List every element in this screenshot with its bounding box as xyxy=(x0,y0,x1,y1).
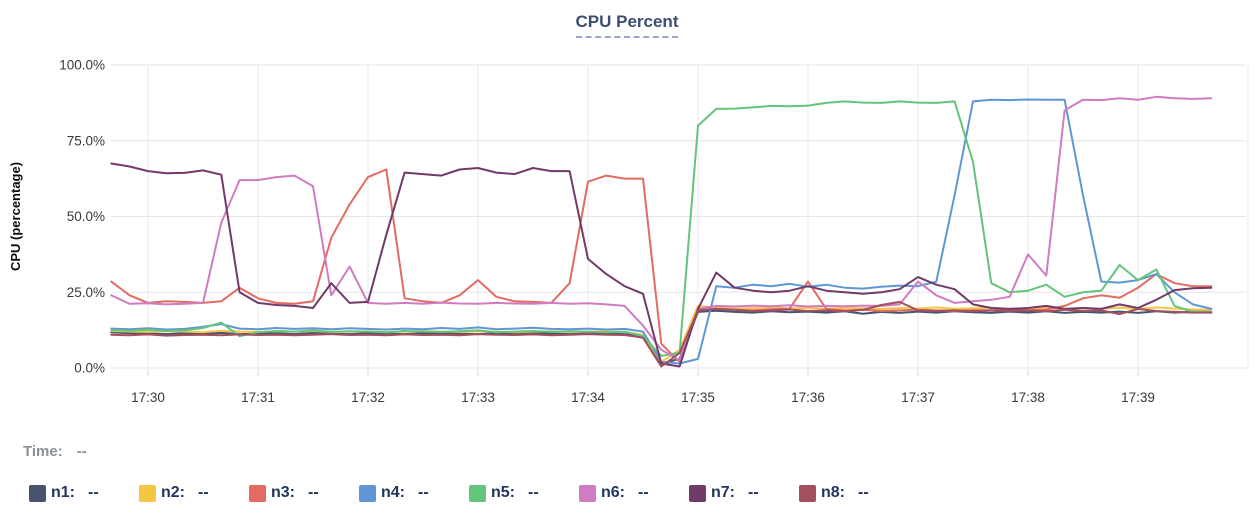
legend-value-n3: -- xyxy=(308,484,319,501)
legend-label-n4: n4: xyxy=(381,484,405,501)
x-tick-label: 17:32 xyxy=(351,390,385,405)
legend-label-n5: n5: xyxy=(491,484,515,501)
x-tick-label: 17:39 xyxy=(1121,390,1155,405)
y-tick-label: 50.0% xyxy=(67,209,105,224)
page-title[interactable]: CPU Percent xyxy=(575,12,679,38)
legend-label-n6: n6: xyxy=(601,484,625,501)
legend-value-n2: -- xyxy=(198,484,209,501)
legend-swatch-n6 xyxy=(579,484,596,502)
legend-swatch-n2 xyxy=(139,484,156,502)
legend-swatch-n7 xyxy=(689,484,706,502)
time-readout: Time: -- xyxy=(23,443,87,460)
time-value: -- xyxy=(76,443,87,460)
legend-value-n5: -- xyxy=(528,484,539,501)
y-tick-label: 100.0% xyxy=(59,58,105,73)
legend-swatch-n5 xyxy=(469,484,486,502)
x-tick-label: 17:33 xyxy=(461,390,495,405)
x-tick-label: 17:34 xyxy=(571,390,605,405)
legend-value-n4: -- xyxy=(418,484,429,501)
legend-value-n7: -- xyxy=(748,484,759,501)
legend-swatch-n4 xyxy=(359,484,376,502)
series-line-n7 xyxy=(110,162,1213,368)
y-tick-label: 25.0% xyxy=(67,285,105,300)
x-tick-label: 17:30 xyxy=(131,390,165,405)
legend-item-n5[interactable]: n5: -- xyxy=(469,484,579,502)
legend-value-n8: -- xyxy=(858,484,869,501)
legend-label-n2: n2: xyxy=(161,484,185,501)
y-tick-label: 75.0% xyxy=(67,133,105,148)
series-line-n6 xyxy=(110,95,1213,362)
legend-swatch-n8 xyxy=(799,484,816,502)
legend-label-n8: n8: xyxy=(821,484,845,501)
x-tick-label: 17:31 xyxy=(241,390,275,405)
legend-item-n7[interactable]: n7: -- xyxy=(689,484,799,502)
legend-item-n4[interactable]: n4: -- xyxy=(359,484,469,502)
legend-value-n6: -- xyxy=(638,484,649,501)
legend-value-n1: -- xyxy=(88,484,99,501)
x-tick-label: 17:38 xyxy=(1011,390,1045,405)
legend-item-n1[interactable]: n1: -- xyxy=(29,484,139,502)
legend-item-n8[interactable]: n8: -- xyxy=(799,484,909,502)
legend-item-n2[interactable]: n2: -- xyxy=(139,484,249,502)
series-line-n5 xyxy=(110,100,1213,357)
time-label: Time: xyxy=(23,443,63,460)
series-line-n4 xyxy=(110,98,1213,365)
series-line-n8 xyxy=(110,300,1213,368)
legend: n1: -- n2: -- n3: -- n4: -- n5: -- n6: -… xyxy=(29,484,909,502)
legend-item-n6[interactable]: n6: -- xyxy=(579,484,689,502)
legend-swatch-n1 xyxy=(29,484,46,502)
x-tick-label: 17:37 xyxy=(901,390,935,405)
cpu-percent-chart[interactable]: 100.0% 75.0% 50.0% 25.0% 0.0% 17:30 17:31 17:32… xyxy=(0,0,1254,425)
legend-item-n3[interactable]: n3: -- xyxy=(249,484,359,502)
y-axis-title: CPU (percentage) xyxy=(8,162,23,271)
legend-label-n3: n3: xyxy=(271,484,295,501)
legend-label-n7: n7: xyxy=(711,484,735,501)
legend-swatch-n3 xyxy=(249,484,266,502)
y-tick-label: 0.0% xyxy=(74,361,105,376)
legend-label-n1: n1: xyxy=(51,484,75,501)
x-tick-label: 17:36 xyxy=(791,390,825,405)
x-tick-label: 17:35 xyxy=(681,390,715,405)
title-row: CPU Percent xyxy=(0,12,1254,38)
